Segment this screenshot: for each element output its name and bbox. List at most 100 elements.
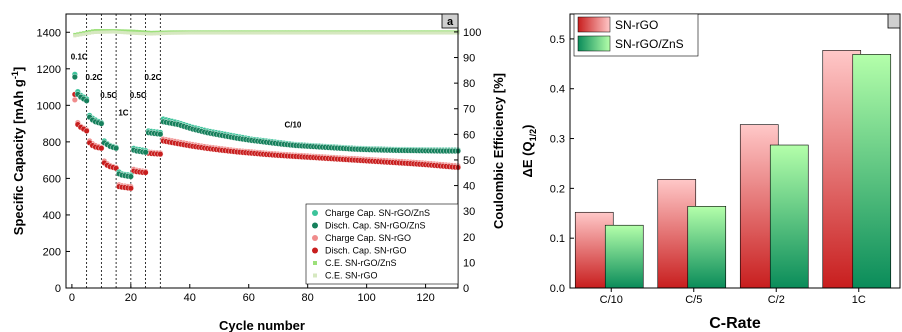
ce-point: [282, 31, 286, 35]
right-legend: SN-rGO SN-rGO/ZnS: [573, 13, 699, 57]
ce-point: [438, 31, 442, 35]
x-tick-label: 20: [125, 292, 137, 304]
ce-point: [279, 31, 283, 35]
ce-point: [365, 31, 369, 35]
ce-point: [117, 30, 121, 34]
ce-point: [73, 34, 77, 38]
ce-point: [188, 31, 192, 35]
right-y-axis-title: Coulombic Efficiency [%]: [491, 73, 506, 229]
y-tick-label: 0.3: [550, 134, 565, 146]
ce-point: [129, 31, 133, 35]
ce-point: [332, 31, 336, 35]
capacity-point: [71, 74, 78, 81]
ce-point: [126, 29, 130, 33]
x-tick-label: 0: [69, 292, 75, 304]
ce-point: [229, 31, 233, 35]
capacity-point: [127, 173, 134, 180]
right-x-axis-title: C-Rate: [709, 315, 761, 332]
y-tick-label: 0.4: [550, 84, 565, 96]
x-tick-label: 80: [302, 292, 314, 304]
ce-point: [261, 31, 266, 35]
ce-point: [350, 31, 354, 35]
left-legend: Charge Cap. SN-rGO/ZnS Disch. Cap. SN-rGO…: [305, 203, 459, 285]
ce-point: [138, 31, 142, 36]
right-panel-label-box: [887, 13, 901, 29]
ce-point: [96, 30, 101, 34]
ce-point: [232, 31, 236, 35]
ce-point: [164, 31, 168, 35]
legend-label: Disch. Cap. SN-rGO: [325, 246, 407, 256]
ce-point: [412, 31, 416, 35]
ce-point: [99, 30, 103, 34]
ce-point: [444, 31, 448, 35]
ce-point: [347, 31, 351, 35]
ce-point: [373, 31, 378, 35]
ce-point: [326, 31, 330, 35]
ce-point: [329, 31, 333, 35]
y-tick-label: 0: [55, 283, 61, 295]
ce-point: [415, 31, 419, 35]
ce-point: [90, 29, 95, 33]
ce-point: [362, 31, 366, 35]
rate-annotation: 0.5C: [130, 91, 147, 100]
legend-marker: [312, 247, 318, 254]
ce-point: [102, 30, 106, 34]
bar-sn-rgo-zns: [604, 224, 644, 289]
ce-point: [202, 31, 207, 35]
left-legend-box: [305, 203, 459, 285]
y2-tick-label: 90: [463, 53, 475, 65]
ce-point: [367, 31, 372, 35]
capacity-point: [98, 145, 105, 152]
ce-point: [253, 31, 257, 35]
ce-point: [138, 30, 142, 34]
ce-point: [226, 31, 230, 35]
ce-point: [403, 31, 407, 35]
ce-point: [105, 30, 109, 34]
x-tick-label: C/10: [600, 294, 623, 306]
ce-point: [141, 32, 145, 36]
ce-point: [344, 31, 348, 35]
capacity-point: [113, 145, 120, 152]
ce-point: [450, 31, 454, 35]
legend-swatch: [577, 35, 611, 52]
y-tick-label: 1200: [37, 64, 61, 76]
ce-point: [90, 31, 95, 35]
ce-point: [406, 31, 410, 35]
y-tick-label: 800: [43, 137, 61, 149]
ce-point: [120, 29, 124, 33]
ce-point: [453, 31, 457, 35]
capacity-point: [71, 96, 78, 103]
right-y-title-end: ): [520, 125, 535, 129]
right-bars: [574, 50, 892, 289]
ce-point: [199, 31, 204, 35]
series-1: [71, 74, 462, 180]
y2-tick-label: 70: [463, 104, 475, 116]
ce-point: [135, 31, 139, 35]
ce-point: [179, 31, 183, 35]
ce-point: [359, 31, 363, 35]
ce-point: [93, 30, 98, 34]
left-y-axis-title: Specific Capacity [mAh g-1]: [10, 67, 26, 235]
ce-point: [161, 31, 165, 36]
ce-point: [429, 31, 434, 35]
y-tick-label: 600: [43, 173, 61, 185]
ce-point: [426, 31, 431, 35]
ce-point: [241, 31, 245, 35]
left-y2-axis: 0 10 20 30 40 50 60 70 80 90 100: [454, 27, 481, 295]
y-tick-label: 0.1: [550, 233, 565, 245]
ce-point: [244, 31, 248, 35]
rate-annotation: 0.5C: [100, 91, 117, 100]
ce-point: [394, 31, 398, 35]
y-tick-label: 400: [43, 210, 61, 222]
capacity-point: [98, 120, 105, 127]
capacity-point: [83, 127, 90, 134]
bar-sn-rgo-zns: [769, 144, 809, 289]
capacity-point: [127, 185, 134, 192]
ce-point: [167, 31, 171, 35]
panel-label-box: [441, 13, 459, 29]
ce-point: [421, 31, 425, 35]
ce-point: [264, 31, 269, 35]
legend-swatch: [577, 16, 611, 33]
right-y-title-sub: 1/2: [528, 129, 538, 142]
